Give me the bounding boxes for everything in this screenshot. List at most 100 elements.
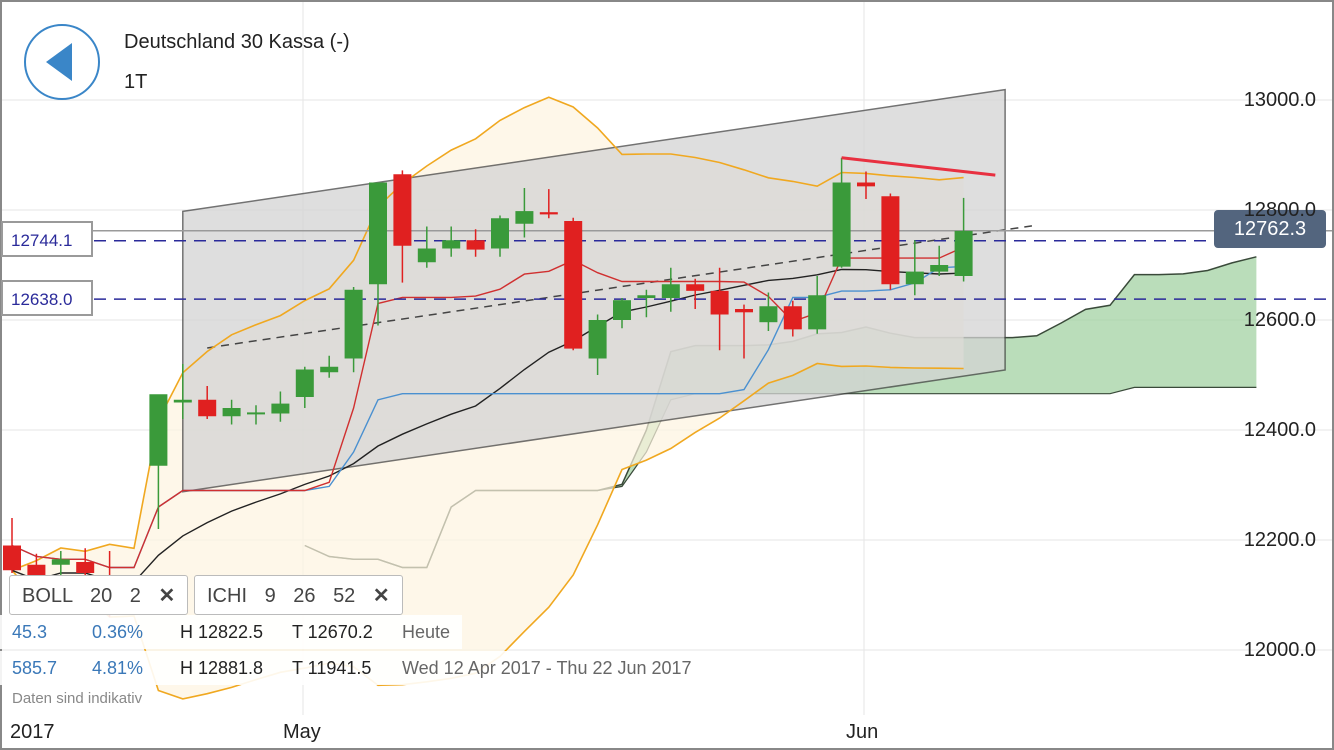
- candle: [759, 292, 778, 331]
- candles: [3, 157, 973, 617]
- range-stats-row: 585.7 4.81% H 12881.8 T 11941.5 Wed 12 A…: [0, 651, 730, 685]
- candle: [466, 229, 485, 257]
- candle-body: [149, 394, 168, 466]
- period-label: 1T: [124, 71, 148, 93]
- candle: [783, 300, 802, 337]
- lower-price-level-label: 12638.0: [1, 280, 93, 316]
- candle-body: [905, 271, 924, 285]
- candle-body: [857, 182, 875, 187]
- today-label: Heute: [402, 622, 451, 642]
- y-tick-label: 12600.0: [1243, 309, 1316, 331]
- candle-body: [783, 306, 802, 330]
- candle-body: [295, 369, 314, 397]
- y-tick-label: 12400.0: [1243, 419, 1316, 441]
- ichi-param: 9: [264, 585, 276, 607]
- ichi-name: ICHI: [207, 585, 247, 607]
- today-high: H 12822.5: [180, 622, 264, 642]
- candle-body: [710, 290, 729, 315]
- candle: [954, 197, 973, 282]
- range-change: 585.7: [12, 658, 58, 678]
- candle: [198, 386, 217, 419]
- candle: [857, 171, 875, 199]
- candle-body: [832, 182, 851, 267]
- close-icon[interactable]: ✕: [372, 585, 390, 607]
- candle-body: [198, 399, 217, 417]
- candle-body: [539, 212, 558, 215]
- candle: [491, 215, 509, 257]
- boll-indicator-chip[interactable]: BOLL 20 2 ✕: [9, 575, 189, 615]
- candle-body: [3, 545, 21, 571]
- boll-name: BOLL: [22, 585, 73, 607]
- y-tick-label: 12200.0: [1243, 529, 1316, 551]
- resistance-trend-line: [841, 156, 996, 177]
- candle-body: [76, 562, 95, 573]
- today-low: T 12670.2: [292, 622, 373, 642]
- candle: [442, 226, 461, 257]
- range-change-pct: 4.81%: [92, 658, 144, 678]
- candle: [686, 278, 705, 309]
- boll-param: 20: [89, 585, 113, 607]
- candle-body: [759, 306, 778, 323]
- candle-body: [613, 300, 631, 320]
- today-stats-row: 45.3 0.36% H 12822.5 T 12670.2 Heute: [0, 615, 462, 649]
- ichi-indicator-chip[interactable]: ICHI 9 26 52 ✕: [194, 575, 403, 615]
- candle: [930, 245, 949, 276]
- candle-body: [735, 309, 753, 313]
- back-button[interactable]: [24, 24, 100, 100]
- candle: [295, 366, 314, 408]
- candle-body: [808, 295, 827, 330]
- y-tick-label: 13000.0: [1243, 89, 1316, 111]
- candle: [515, 188, 534, 238]
- x-tick-label: Jun: [846, 721, 879, 743]
- candle-body: [661, 284, 680, 298]
- candle-body: [686, 284, 705, 291]
- candle-body: [466, 240, 485, 250]
- candle-body: [173, 399, 192, 403]
- range-label: Wed 12 Apr 2017 - Thu 22 Jun 2017: [402, 658, 692, 678]
- x-tick-label: May: [283, 721, 321, 743]
- candle-body: [393, 174, 412, 246]
- candle-body: [344, 289, 363, 359]
- bollinger-mid-line: [11, 268, 964, 583]
- bollinger-upper-line: [11, 96, 964, 572]
- disclaimer: Daten sind indikativ: [12, 690, 143, 707]
- candle: [417, 226, 436, 268]
- candle: [344, 287, 363, 373]
- back-arrow-icon: [46, 43, 72, 81]
- candle-body: [369, 182, 387, 285]
- tenkan-sen-line: [11, 246, 964, 569]
- close-icon[interactable]: ✕: [158, 585, 176, 607]
- candle-body: [247, 412, 265, 415]
- candle-body: [442, 240, 461, 249]
- candle-body: [930, 265, 949, 272]
- candle: [613, 298, 631, 329]
- candle: [564, 217, 583, 351]
- candle-body: [564, 221, 583, 349]
- upper-price-level-label: 12744.1: [1, 221, 93, 257]
- candle: [881, 193, 900, 290]
- candle: [808, 276, 827, 334]
- trend-line: [841, 156, 996, 177]
- candle: [710, 267, 729, 351]
- range-high: H 12881.8: [180, 658, 264, 678]
- candle: [539, 189, 558, 219]
- boll-param: 2: [129, 585, 141, 607]
- candle-body: [637, 295, 656, 298]
- last-price-badge: 12762.3: [1214, 210, 1326, 248]
- candle: [149, 394, 168, 529]
- candle: [832, 157, 851, 268]
- candle: [320, 355, 339, 378]
- y-tick-label: 12800.0: [1243, 199, 1316, 221]
- candle: [393, 170, 412, 283]
- candle: [247, 405, 265, 425]
- candle-body: [881, 196, 900, 285]
- y-tick-label: 12000.0: [1243, 639, 1316, 661]
- candle-body: [320, 366, 339, 373]
- candle-body: [515, 211, 534, 224]
- candle: [222, 399, 241, 425]
- x-tick-label: 2017: [10, 721, 55, 743]
- candle: [271, 391, 290, 422]
- cloud-area: [304, 256, 1257, 568]
